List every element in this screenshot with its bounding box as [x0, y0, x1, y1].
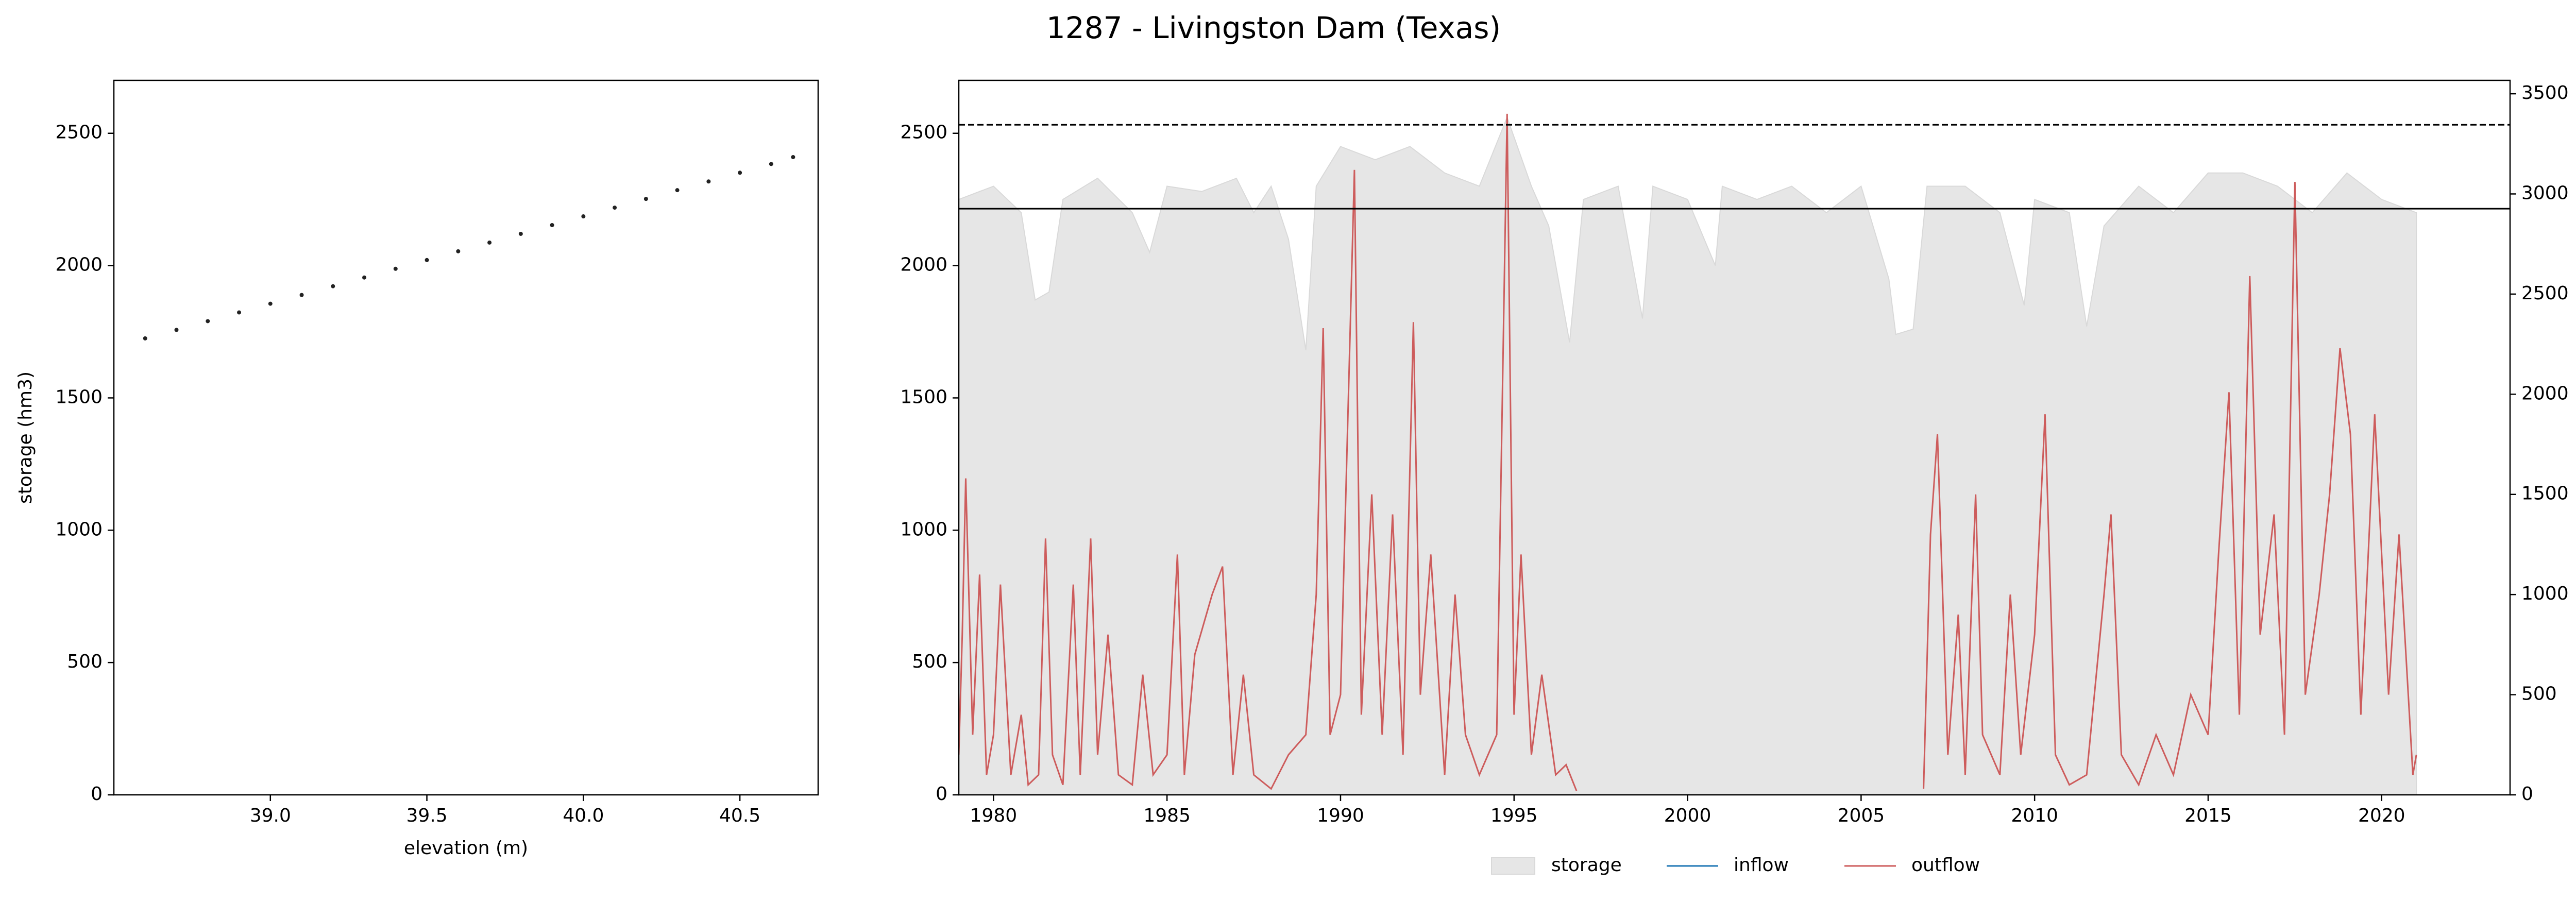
point — [425, 258, 429, 262]
x-tick-label: 2015 — [2184, 805, 2232, 826]
x-tick-label: 39.0 — [250, 805, 291, 826]
y2-tick-label: 0 — [2521, 784, 2533, 805]
y-axis-label: storage (hm3) — [15, 371, 36, 504]
y-tick-label: 1500 — [900, 386, 947, 407]
point — [206, 319, 210, 324]
point — [331, 284, 335, 288]
y-tick-label: 1500 — [55, 386, 103, 407]
figure-title: 1287 - Livingston Dam (Texas) — [1046, 10, 1501, 45]
point — [769, 162, 773, 166]
point — [268, 301, 273, 306]
x-tick-label: 40.0 — [563, 805, 604, 826]
point — [675, 188, 680, 193]
legend-swatch — [1491, 857, 1535, 875]
x-tick-label: 1985 — [1143, 805, 1191, 826]
x-tick-label: 1995 — [1490, 805, 1538, 826]
y-tick-label: 2500 — [900, 122, 947, 143]
legend-label: outflow — [1911, 855, 1980, 876]
y-tick-label: 500 — [67, 651, 103, 672]
x-tick-label: 1990 — [1317, 805, 1364, 826]
y2-tick-label: 3500 — [2521, 82, 2569, 104]
point — [518, 231, 523, 236]
point — [581, 214, 586, 219]
point — [362, 275, 367, 280]
legend-label: storage — [1551, 855, 1622, 876]
y2-tick-label: 2000 — [2521, 383, 2569, 404]
point — [487, 240, 492, 245]
point — [174, 328, 179, 332]
y-tick-label: 0 — [936, 784, 947, 805]
y-tick-label: 1000 — [900, 519, 947, 540]
x-tick-label: 2005 — [1838, 805, 1885, 826]
plot-frame — [113, 79, 819, 796]
point — [237, 310, 242, 315]
x-tick-label: 39.5 — [406, 805, 447, 826]
y-tick-label: 2000 — [55, 254, 103, 276]
y-tick-label: 0 — [91, 784, 103, 805]
point — [299, 293, 304, 297]
y2-tick-label: 1500 — [2521, 483, 2569, 504]
y2-tick-label: 2500 — [2521, 283, 2569, 304]
x-tick-label: 2000 — [1664, 805, 1711, 826]
x-tick-label: 2020 — [2358, 805, 2405, 826]
x-tick-label: 40.5 — [719, 805, 760, 826]
y-tick-label: 2500 — [55, 122, 103, 143]
point — [393, 266, 398, 271]
y-tick-label: 1000 — [55, 519, 103, 540]
point — [456, 249, 461, 253]
x-tick-label: 1980 — [970, 805, 1018, 826]
y2-tick-label: 1000 — [2521, 583, 2569, 604]
outflow-line — [958, 113, 2417, 791]
x-axis-label: elevation (m) — [404, 838, 528, 859]
storage-area — [958, 116, 2417, 795]
legend-label: inflow — [1734, 855, 1789, 876]
plot-frame — [958, 79, 2511, 796]
x-tick-label: 2010 — [2011, 805, 2058, 826]
point — [613, 206, 617, 210]
y-tick-label: 500 — [912, 651, 947, 672]
y2-tick-label: 500 — [2521, 684, 2557, 705]
point — [738, 171, 742, 175]
point — [791, 155, 795, 159]
point — [643, 197, 648, 201]
point — [550, 223, 554, 227]
point — [706, 179, 711, 184]
y2-tick-label: 3000 — [2521, 182, 2569, 203]
y-tick-label: 2000 — [900, 254, 947, 276]
point — [143, 336, 147, 341]
